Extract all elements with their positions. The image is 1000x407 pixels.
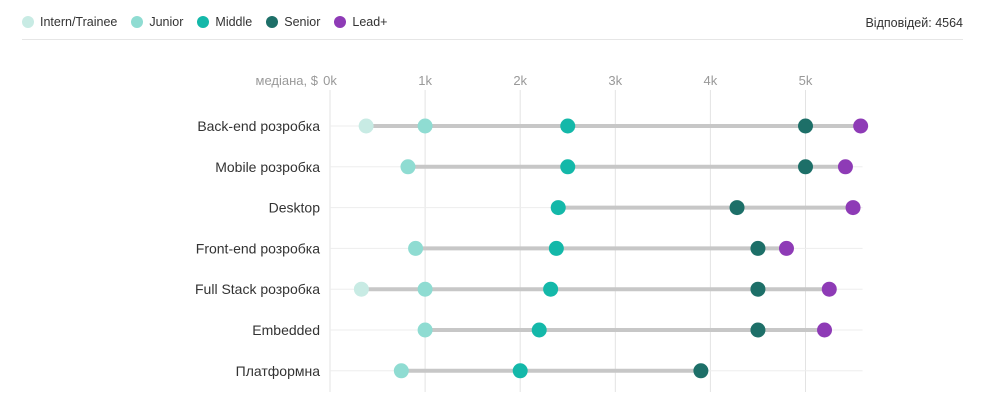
grid-lines — [329, 90, 863, 392]
data-point-lead-[interactable] — [817, 322, 833, 338]
header-divider — [22, 39, 963, 40]
legend-label: Junior — [149, 15, 184, 29]
category-label: Mobile розробка — [215, 159, 320, 175]
category-label: Back-end розробка — [197, 118, 320, 134]
legend: Intern/Trainee Junior Middle Senior Lead+ — [22, 15, 401, 29]
data-point-junior[interactable] — [408, 240, 424, 256]
data-point-middle[interactable] — [512, 363, 528, 379]
x-tick-label: 2k — [513, 73, 527, 88]
x-tick-label: 3k — [608, 73, 622, 88]
data-point-senior[interactable] — [729, 200, 745, 216]
data-point-junior[interactable] — [393, 363, 409, 379]
x-tick-label: 0k — [323, 73, 337, 88]
category-label: Платформна — [236, 363, 321, 379]
legend-label: Middle — [215, 15, 253, 29]
legend-label: Intern/Trainee — [40, 15, 118, 29]
legend-swatch — [197, 16, 210, 28]
data-point-senior[interactable] — [750, 281, 766, 297]
data-point-junior[interactable] — [417, 322, 433, 338]
x-tick-label: 1k — [418, 73, 432, 88]
data-point-junior[interactable] — [417, 281, 433, 297]
data-point-lead-[interactable] — [837, 159, 853, 175]
category-label: Front-end розробка — [196, 240, 320, 256]
data-point-intern-trainee[interactable] — [358, 118, 374, 134]
category-label: Embedded — [252, 322, 320, 338]
legend-swatch — [266, 16, 279, 28]
legend-swatch — [131, 16, 144, 28]
data-point-lead-[interactable] — [853, 118, 869, 134]
legend-swatch — [334, 16, 347, 28]
data-point-middle[interactable] — [543, 281, 559, 297]
legend-item: Junior — [131, 15, 183, 29]
x-tick-label: 5k — [799, 73, 813, 88]
data-point-middle[interactable] — [560, 118, 576, 134]
data-point-senior[interactable] — [693, 363, 709, 379]
data-point-middle[interactable] — [531, 322, 547, 338]
legend-item: Senior — [266, 15, 320, 29]
data-point-junior[interactable] — [417, 118, 433, 134]
data-point-senior[interactable] — [750, 240, 766, 256]
data-point-intern-trainee[interactable] — [353, 281, 369, 297]
data-point-middle[interactable] — [548, 240, 564, 256]
legend-item: Middle — [197, 15, 252, 29]
legend-label: Senior — [284, 15, 321, 29]
data-points — [353, 118, 869, 379]
x-tick-label: 4k — [704, 73, 718, 88]
category-label: Full Stack розробка — [195, 281, 320, 297]
data-point-senior[interactable] — [798, 159, 813, 175]
x-axis-title: медіана, $ — [256, 73, 319, 88]
data-point-junior[interactable] — [400, 159, 416, 175]
legend-label: Lead+ — [352, 15, 388, 29]
responses-count: Відповідей: 4564 — [865, 16, 963, 30]
data-point-lead-[interactable] — [845, 200, 861, 216]
data-point-lead-[interactable] — [821, 281, 837, 297]
legend-item: Intern/Trainee — [22, 15, 117, 29]
data-point-lead-[interactable] — [778, 240, 794, 256]
legend-item: Lead+ — [334, 15, 387, 29]
data-point-middle[interactable] — [550, 200, 566, 216]
data-point-senior[interactable] — [798, 118, 813, 134]
data-point-senior[interactable] — [750, 322, 766, 338]
data-point-middle[interactable] — [560, 159, 576, 175]
legend-swatch — [22, 16, 34, 28]
x-axis: 0k 1k 2k 3k 4k 5k медіана, $ — [256, 73, 813, 88]
category-labels: Back-end розробка Mobile розробка Desktop F… — [195, 118, 320, 379]
category-label: Desktop — [269, 200, 321, 216]
